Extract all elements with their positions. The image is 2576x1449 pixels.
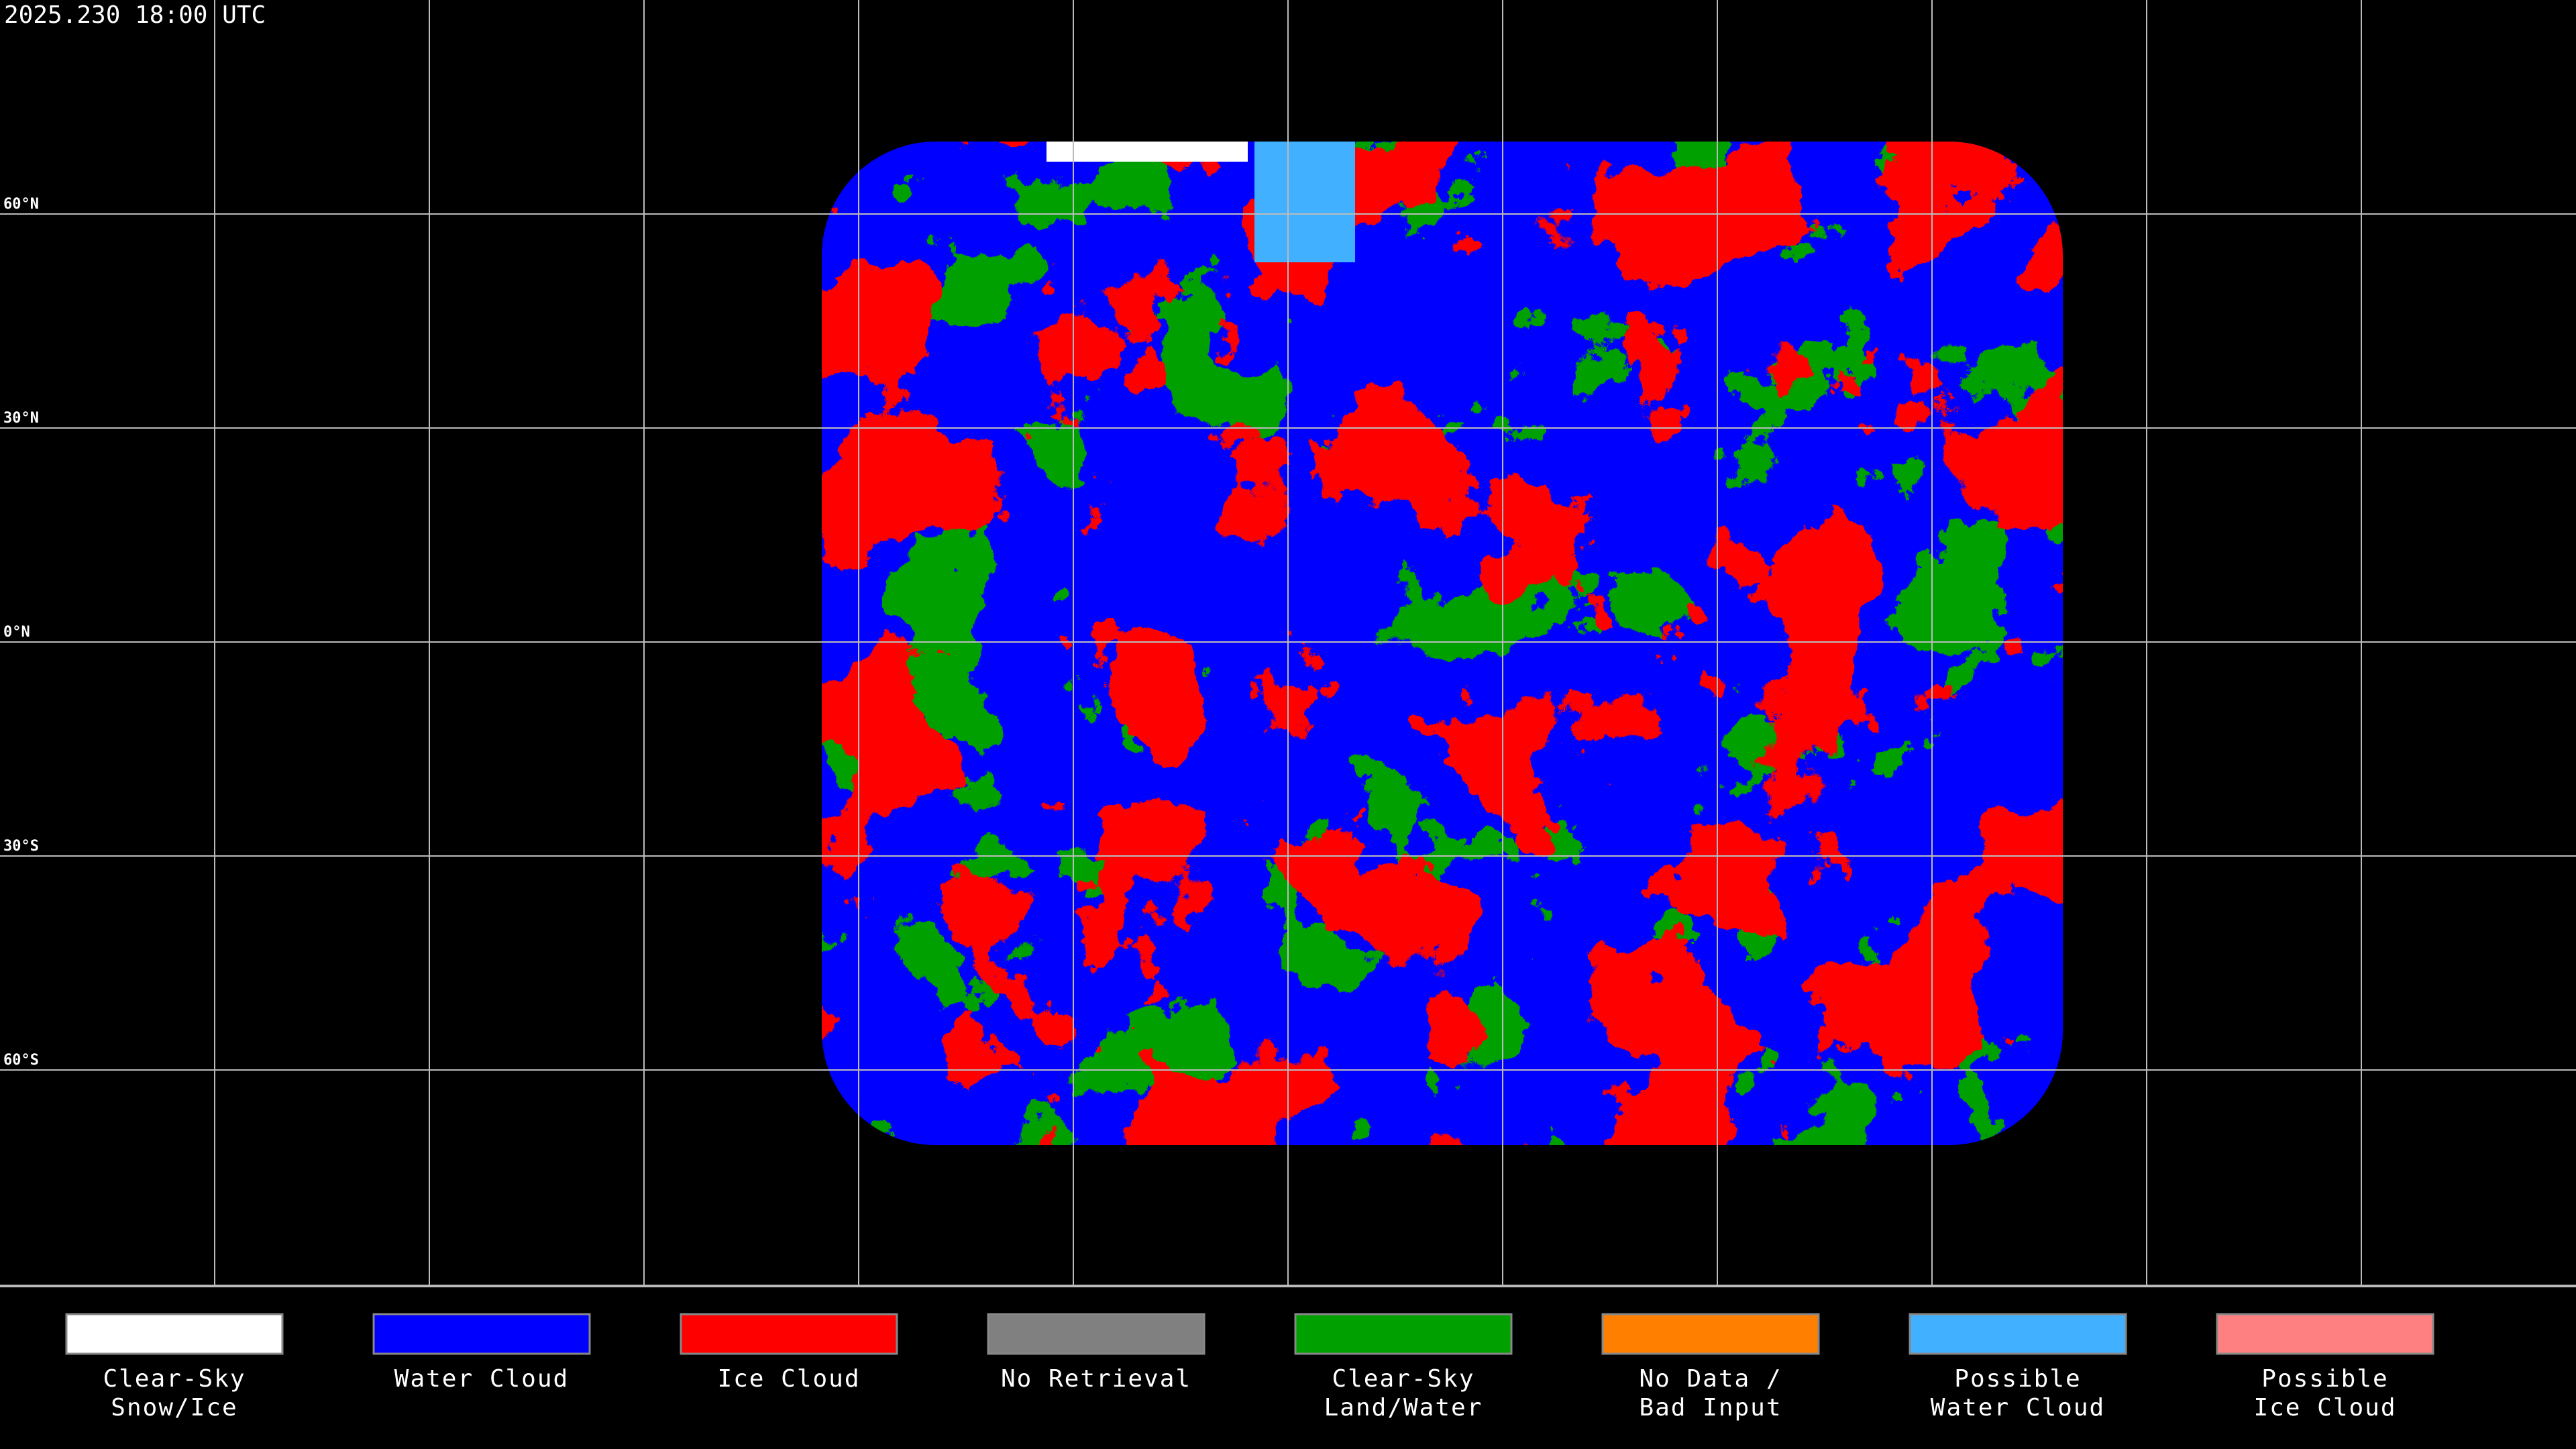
latitude-labels: 60°N 30°N 0°N 30°S 60°S [3,196,39,1069]
possible-water-area [1254,142,1355,262]
legend-label: Land/Water [1324,1394,1483,1421]
legend-swatch [372,1313,591,1355]
legend-label: Possible [2261,1365,2388,1393]
legend-swatch [680,1313,898,1355]
legend-swatch [1909,1313,2127,1355]
legend-label: No Retrieval [1001,1365,1191,1393]
legend-swatch [2216,1313,2434,1355]
legend-label: Ice Cloud [2253,1394,2396,1421]
legend-swatch [1601,1313,1820,1355]
legend-swatch [1294,1313,1513,1355]
snow-area [1046,142,1248,162]
latitude-label: 60°N [3,196,39,213]
legend-label: Clear-Sky [1332,1365,1474,1393]
legend-label: Snow/Ice [111,1394,237,1421]
legend-label: Water Cloud [1931,1394,2105,1421]
graticule [0,0,2576,1285]
latitude-label: 0°N [3,624,30,641]
legend-label: Possible [1954,1365,2081,1393]
legend-swatch [987,1313,1205,1355]
legend-label: Bad Input [1639,1394,1782,1421]
legend-label: Water Cloud [394,1365,569,1393]
legend-label: Clear-Sky [103,1365,246,1393]
legend-label: Ice Cloud [717,1365,860,1393]
timestamp: 2025.230 18:00 UTC [4,1,266,29]
legend-label: No Data / [1639,1365,1782,1393]
latitude-label: 30°N [3,410,39,427]
legend-swatch [65,1313,284,1355]
latitude-label: 60°S [3,1052,39,1069]
ice-cloud-area [822,142,2063,1145]
map-border [0,1285,2576,1287]
latitude-label: 30°S [3,838,39,855]
cloud-mask [822,142,2063,1145]
